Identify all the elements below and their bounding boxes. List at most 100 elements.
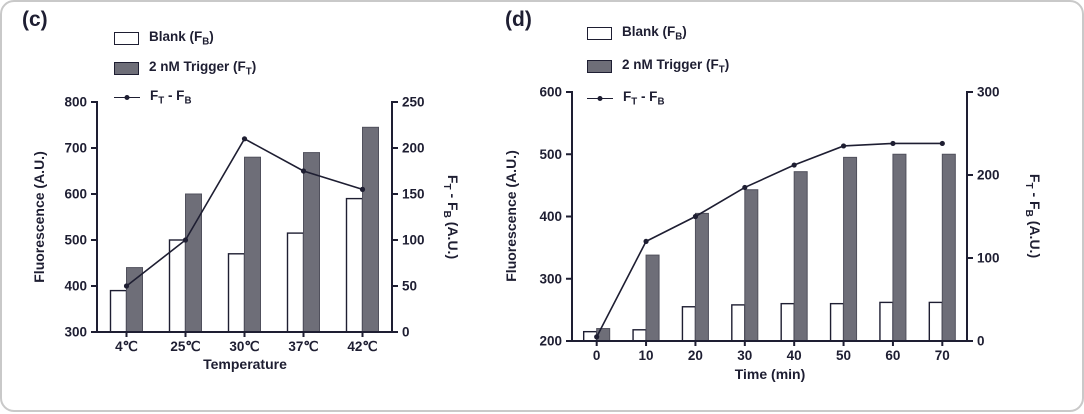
bar-blank (345, 197, 364, 333)
diff-marker (300, 168, 307, 174)
ylabel-right-c: FT - FB (A.U.) (441, 174, 461, 260)
diff-line (595, 142, 943, 338)
xtick-label: 42℃ (347, 339, 378, 354)
ytick-left-label: 500 (539, 147, 562, 162)
bar-blank (829, 302, 845, 342)
legend-c: Blank (FB) 2 nM Trigger (FT) FT - FB (114, 29, 256, 107)
diff-marker (643, 238, 649, 244)
legend-label-blank: Blank (FB) (149, 29, 214, 48)
xtick-label: 10 (639, 348, 654, 363)
legend-item-trigger: 2 nM Trigger (FT) (587, 56, 730, 76)
ytick-left-label: 700 (64, 141, 87, 156)
bar-blank (780, 302, 795, 342)
bar-trigger (941, 153, 956, 342)
ytick-left-label: 800 (64, 95, 87, 110)
bar-trigger (126, 267, 143, 333)
diff-marker (692, 213, 699, 220)
diff-line-swatch-icon (587, 95, 613, 101)
bar-trigger (362, 126, 379, 333)
diff-marker (594, 334, 600, 340)
bar-trigger (892, 153, 907, 342)
legend-label-trigger: 2 nM Trigger (FT) (149, 58, 257, 78)
legend-label-trigger: 2 nM Trigger (FT) (622, 56, 730, 76)
diff-marker (359, 186, 366, 192)
diff-marker (890, 140, 896, 147)
xtick-label: 30℃ (229, 339, 260, 354)
xlabel-c: Temperature (203, 356, 287, 372)
chart-panel-d: 200 300 400 500 600 0 100 200 300 0 10 20 30 40 50 60 70 (539, 85, 999, 364)
xlabel-d: Time (min) (734, 366, 806, 382)
ytick-right-label: 200 (977, 168, 1000, 183)
diff-marker (791, 162, 797, 168)
ylabel-right-d: FT - FB (A.U.) (1023, 173, 1043, 259)
trigger-bar-swatch-icon (587, 59, 612, 73)
trigger-bar-swatch-icon (114, 61, 139, 75)
ytick-right-label: 200 (402, 141, 425, 156)
diff-marker (742, 184, 748, 191)
ytick-right-label: 50 (402, 279, 417, 294)
ytick-right-label: 150 (402, 187, 425, 202)
bar-trigger (303, 152, 320, 333)
xtick-label: 20 (688, 348, 703, 363)
bar-blank (928, 301, 944, 342)
panel-c-label: (c) (22, 8, 48, 31)
ytick-left-label: 300 (64, 325, 87, 340)
bar-blank (681, 306, 697, 342)
xtick-label: 37℃ (288, 339, 319, 354)
bar-blank (731, 304, 746, 342)
xtick-label: 40 (787, 348, 802, 363)
bar-trigger (694, 212, 709, 342)
bar-trigger (645, 254, 660, 342)
blank-bar-swatch-icon (587, 26, 612, 40)
blank-bar-swatch-icon (114, 31, 139, 45)
diff-line-swatch-icon (114, 94, 140, 100)
bar-blank (109, 289, 128, 333)
ytick-right-label: 0 (402, 325, 410, 340)
ytick-left-label: 500 (64, 233, 87, 248)
legend-d: Blank (FB) 2 nM Trigger (FT) FT - FB (587, 24, 729, 108)
diff-marker (840, 143, 847, 149)
legend-item-blank: Blank (FB) (114, 29, 256, 48)
bar-trigger (744, 189, 759, 342)
bar-blank (168, 239, 187, 333)
ytick-right-label: 300 (977, 85, 1000, 100)
xtick-label: 50 (836, 348, 851, 363)
ytick-left-label: 600 (539, 85, 562, 100)
diff-marker (939, 140, 945, 147)
diff-marker (123, 283, 130, 289)
legend-item-trigger: 2 nM Trigger (FT) (114, 58, 257, 78)
xtick-label: 30 (737, 348, 752, 363)
ytick-left-label: 600 (64, 187, 87, 202)
ytick-left-label: 400 (539, 209, 562, 224)
ylabel-left-c: Fluorescence (A.U.) (31, 151, 47, 283)
line-marker-dot-icon (124, 94, 130, 100)
xtick-label: 4℃ (115, 339, 139, 354)
legend-item-diff: FT - FB (114, 88, 256, 107)
xtick-label: 0 (593, 348, 601, 363)
ytick-right-label: 0 (977, 334, 985, 349)
bar-blank (632, 329, 647, 342)
bar-blank (227, 253, 246, 333)
diff-marker (241, 136, 248, 142)
bar-blank (286, 232, 305, 333)
legend-item-diff: FT - FB (587, 89, 729, 108)
ytick-left-label: 400 (64, 279, 87, 294)
ytick-right-label: 100 (402, 233, 425, 248)
ytick-right-label: 100 (977, 251, 1000, 266)
ytick-right-label: 250 (402, 95, 425, 110)
ytick-left-label: 300 (539, 271, 562, 286)
bar-trigger (793, 171, 808, 342)
ytick-left-label: 200 (539, 334, 562, 349)
legend-label-blank: Blank (FB) (622, 24, 687, 43)
bar-trigger (843, 156, 858, 342)
legend-item-blank: Blank (FB) (587, 24, 729, 43)
line-marker-dot-icon (597, 95, 603, 101)
bar-trigger (185, 193, 202, 333)
bar-blank (879, 301, 894, 342)
chart-panel-c: 300 400 500 600 700 800 0 50 100 150 200 250 4℃ 25℃ 30… (64, 95, 424, 355)
diff-marker (182, 237, 189, 243)
xtick-label: 60 (885, 348, 900, 363)
panel-d-label: (d) (505, 8, 532, 31)
